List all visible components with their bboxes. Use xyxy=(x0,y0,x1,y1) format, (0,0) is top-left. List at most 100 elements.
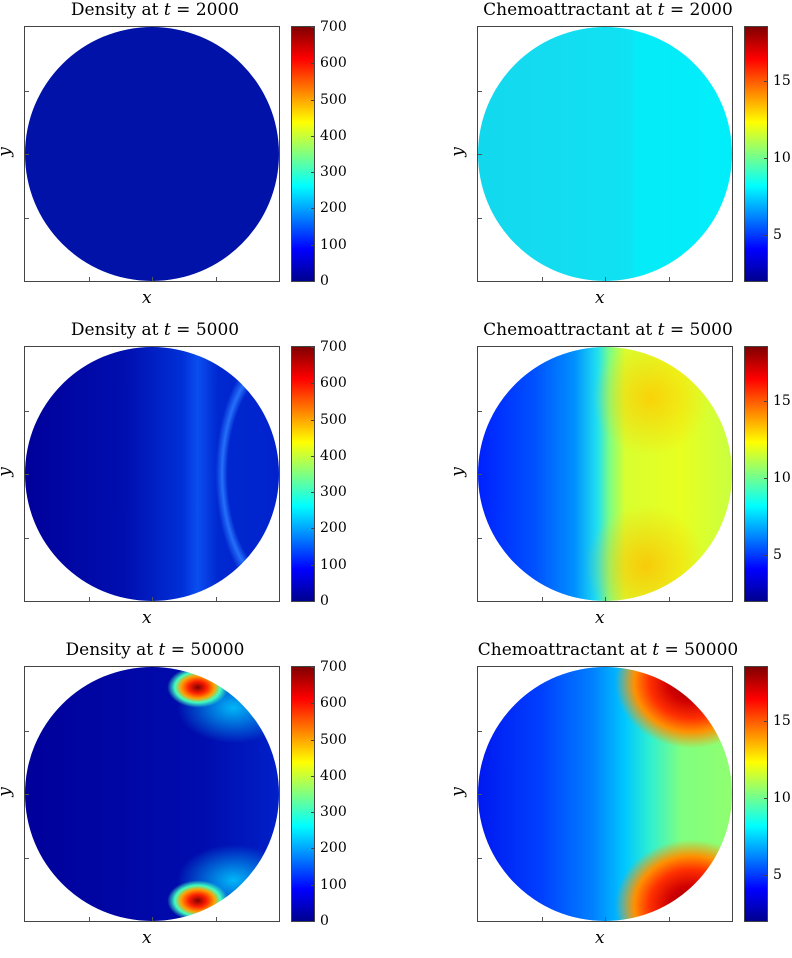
colorbar-tick-mark xyxy=(764,400,768,402)
colorbar-tick-mark xyxy=(311,775,315,777)
plot-axes xyxy=(477,26,733,282)
x-tick-mark xyxy=(605,277,606,281)
y-axis-label: y xyxy=(447,787,468,797)
y-axis-label: y xyxy=(0,467,15,477)
colorbar-tick-label: 600 xyxy=(320,55,347,72)
title-prefix: Chemoattractant at xyxy=(483,320,658,340)
colorbar-tick-label: 15 xyxy=(773,392,791,409)
colorbar-tick-label: 10 xyxy=(773,469,791,486)
colorbar-tick-label: 700 xyxy=(320,19,347,35)
colorbar-tick-mark xyxy=(311,244,315,246)
colorbar-tick-label: 500 xyxy=(320,411,347,428)
y-tick-mark xyxy=(478,154,482,155)
y-axis-label: y xyxy=(447,467,468,477)
colorbar-tick-mark xyxy=(311,455,315,457)
colorbar-tick-mark xyxy=(764,797,768,799)
y-tick-mark xyxy=(478,730,482,732)
colorbar-tick-mark xyxy=(764,234,768,236)
colorbar-tick-mark xyxy=(311,172,315,174)
density-field-disc xyxy=(25,667,279,921)
colorbar xyxy=(744,26,768,282)
colorbar-tick-mark xyxy=(764,554,768,556)
colorbar-tick-mark xyxy=(764,874,768,876)
colorbar-tick-mark xyxy=(311,601,315,602)
colorbar-tick-mark xyxy=(311,99,315,101)
x-tick-mark xyxy=(88,277,90,281)
colorbar-tick-label: 0 xyxy=(320,593,329,609)
colorbar-tick-mark xyxy=(311,208,315,210)
colorbar-tick-label: 700 xyxy=(320,339,347,355)
x-axis-label: x xyxy=(142,288,152,308)
y-axis-label: y xyxy=(0,787,15,797)
colorbar-tick-label: 100 xyxy=(320,236,347,253)
panel-title: Chemoattractant at t = 2000 xyxy=(453,0,763,20)
density-panel-t2000: Density at t = 2000 y x 700 600 500 400 300 2… xyxy=(0,0,396,318)
colorbar-tick-mark xyxy=(311,383,315,385)
chemo-field-disc xyxy=(478,667,732,921)
title-time: = 5000 xyxy=(669,320,733,340)
colorbar-tick-mark xyxy=(311,492,315,494)
colorbar xyxy=(291,666,315,922)
x-tick-mark xyxy=(668,597,670,601)
y-tick-mark xyxy=(25,217,29,219)
x-tick-mark xyxy=(541,597,543,601)
y-tick-mark xyxy=(478,794,482,795)
x-axis-label: x xyxy=(595,608,605,628)
colorbar-tick-label: 700 xyxy=(320,659,347,675)
x-axis-label: x xyxy=(142,928,152,948)
x-tick-mark xyxy=(605,917,606,921)
colorbar-tick-label: 300 xyxy=(320,164,347,181)
colorbar xyxy=(744,346,768,602)
density-field-disc xyxy=(25,27,279,281)
x-tick-mark xyxy=(215,597,217,601)
colorbar xyxy=(291,346,315,602)
y-axis-label: y xyxy=(0,147,15,157)
title-prefix: Density at xyxy=(70,0,164,20)
colorbar-tick-label: 15 xyxy=(773,712,791,729)
x-tick-mark xyxy=(215,917,217,921)
title-time: = 50000 xyxy=(664,640,739,660)
colorbar-tick-label: 200 xyxy=(320,520,347,537)
colorbar-tick-label: 0 xyxy=(320,913,329,929)
colorbar-tick-label: 600 xyxy=(320,375,347,392)
y-tick-mark xyxy=(478,90,482,92)
chemo-panel-t5000: Chemoattractant at t = 5000 y x 15 10 5 xyxy=(448,320,792,638)
title-variable: t xyxy=(657,0,665,20)
y-tick-mark xyxy=(25,730,29,732)
density-field-disc xyxy=(25,347,279,601)
y-tick-mark xyxy=(25,410,29,412)
panel-title: Chemoattractant at t = 50000 xyxy=(453,640,763,660)
colorbar-tick-mark xyxy=(764,157,768,159)
colorbar-tick-label: 100 xyxy=(320,556,347,573)
colorbar-tick-label: 400 xyxy=(320,127,347,144)
title-variable: t xyxy=(657,320,665,340)
colorbar-tick-mark xyxy=(311,135,315,137)
x-axis-label: x xyxy=(142,608,152,628)
colorbar-tick-mark xyxy=(311,848,315,850)
colorbar-tick-mark xyxy=(311,739,315,741)
title-variable: t xyxy=(158,640,166,660)
x-tick-mark xyxy=(152,277,153,281)
colorbar-tick-mark xyxy=(764,80,768,82)
colorbar-tick-label: 200 xyxy=(320,840,347,857)
colorbar-tick-mark xyxy=(311,921,315,922)
colorbar-tick-label: 400 xyxy=(320,447,347,464)
colorbar-tick-mark xyxy=(311,281,315,282)
colorbar-tick-label: 100 xyxy=(320,876,347,893)
y-tick-mark xyxy=(25,474,29,475)
colorbar-tick-mark xyxy=(764,477,768,479)
chemo-panel-t2000: Chemoattractant at t = 2000 y x 15 10 5 xyxy=(448,0,792,318)
colorbar-tick-label: 10 xyxy=(773,789,791,806)
colorbar xyxy=(744,666,768,922)
x-tick-mark xyxy=(215,277,217,281)
y-tick-mark xyxy=(25,154,29,155)
colorbar-tick-mark xyxy=(311,528,315,530)
x-tick-mark xyxy=(668,917,670,921)
x-axis-label: x xyxy=(595,928,605,948)
panel-title: Chemoattractant at t = 5000 xyxy=(453,320,763,340)
title-time: = 2000 xyxy=(176,0,240,20)
plot-axes xyxy=(24,666,280,922)
title-variable: t xyxy=(163,320,171,340)
colorbar-tick-label: 500 xyxy=(320,731,347,748)
chemo-field-disc xyxy=(478,347,732,601)
